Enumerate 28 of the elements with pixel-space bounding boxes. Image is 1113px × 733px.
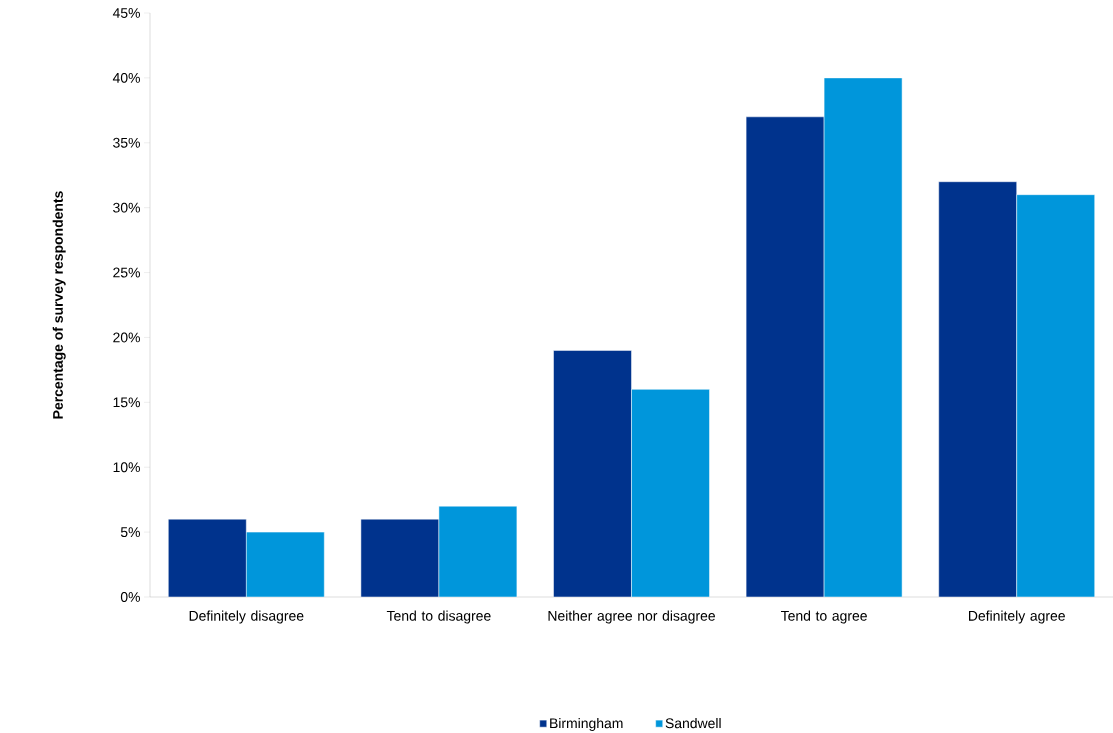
y-tick-label: 30% xyxy=(113,202,140,213)
y-tick-label: 25% xyxy=(113,267,140,278)
bar xyxy=(631,389,710,597)
bar xyxy=(438,505,518,597)
bar xyxy=(360,518,440,597)
y-tick-label: 40% xyxy=(112,72,140,83)
legend-label: Sandwell xyxy=(665,717,721,729)
x-tick-label: Definitely disagree xyxy=(189,610,304,624)
y-tick-label: 10% xyxy=(113,462,140,473)
bar xyxy=(168,518,247,597)
bar xyxy=(745,116,825,597)
y-tick-label: 35% xyxy=(113,137,140,148)
y-tick-label: 15% xyxy=(113,397,140,408)
bar xyxy=(1016,194,1095,597)
y-tick-label: 20% xyxy=(113,332,140,343)
x-tick-label: Definitely agree xyxy=(969,610,1065,624)
y-tick-label: 45% xyxy=(112,8,140,18)
bar xyxy=(823,77,903,597)
bar xyxy=(246,531,325,597)
x-tick-label: Tend to disagree xyxy=(386,610,491,624)
bar xyxy=(553,350,632,597)
y-tick-label: 0% xyxy=(120,592,140,602)
y-tick-label: 5% xyxy=(120,527,140,538)
legend-label: Birmingham xyxy=(550,717,623,731)
bar xyxy=(938,181,1017,597)
x-tick-label: Neither agree nor disagree xyxy=(548,610,715,624)
y-axis-title: Percentage of survey respondents xyxy=(52,191,66,419)
x-tick-label: Tend to agree xyxy=(780,610,867,624)
